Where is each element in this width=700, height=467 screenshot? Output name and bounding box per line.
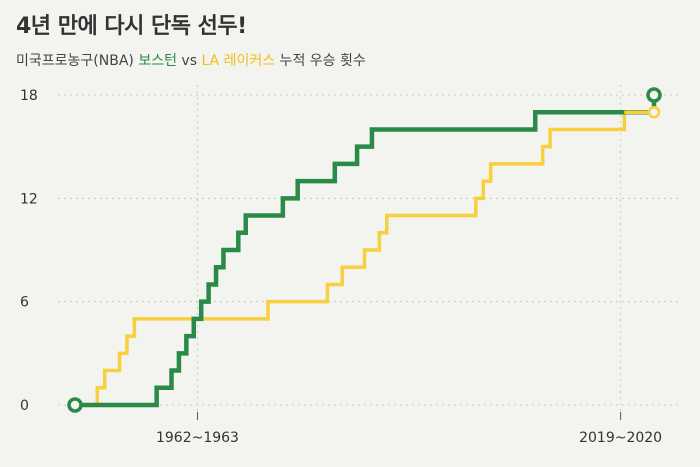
grid-lines [58, 85, 680, 420]
subtitle-vs: vs [176, 53, 202, 69]
subtitle-suffix: 누적 우승 횟수 [275, 53, 366, 69]
y-tick-label-12: 12 [20, 191, 38, 207]
x-tick-label-0: 1962~1963 [156, 430, 239, 446]
series-lines [75, 95, 657, 408]
series-markers [67, 87, 662, 413]
x-tick-labels: 1962~1963 2019~2020 [156, 430, 662, 446]
end-marker-boston [646, 87, 662, 103]
series-line-boston [75, 95, 657, 408]
series-line-lakers [75, 112, 627, 407]
y-tick-label-0: 0 [20, 398, 29, 414]
subtitle-prefix: 미국프로농구(NBA) [16, 53, 139, 69]
subtitle-lakers-label: LA 레이커스 [201, 53, 276, 69]
chart-subtitle: 미국프로농구(NBA) 보스턴 vs LA 레이커스 누적 우승 횟수 [16, 50, 366, 70]
chart-title: 4년 만에 다시 단독 선두! [16, 14, 247, 39]
subtitle-boston-label: 보스턴 [138, 53, 177, 69]
end-marker-lakers [647, 105, 661, 119]
start-marker-boston [67, 397, 83, 413]
y-tick-labels: 0 6 12 18 [20, 88, 38, 414]
y-tick-label-6: 6 [20, 295, 29, 311]
x-tick-label-1: 2019~2020 [579, 430, 662, 446]
y-tick-label-18: 18 [20, 88, 38, 104]
